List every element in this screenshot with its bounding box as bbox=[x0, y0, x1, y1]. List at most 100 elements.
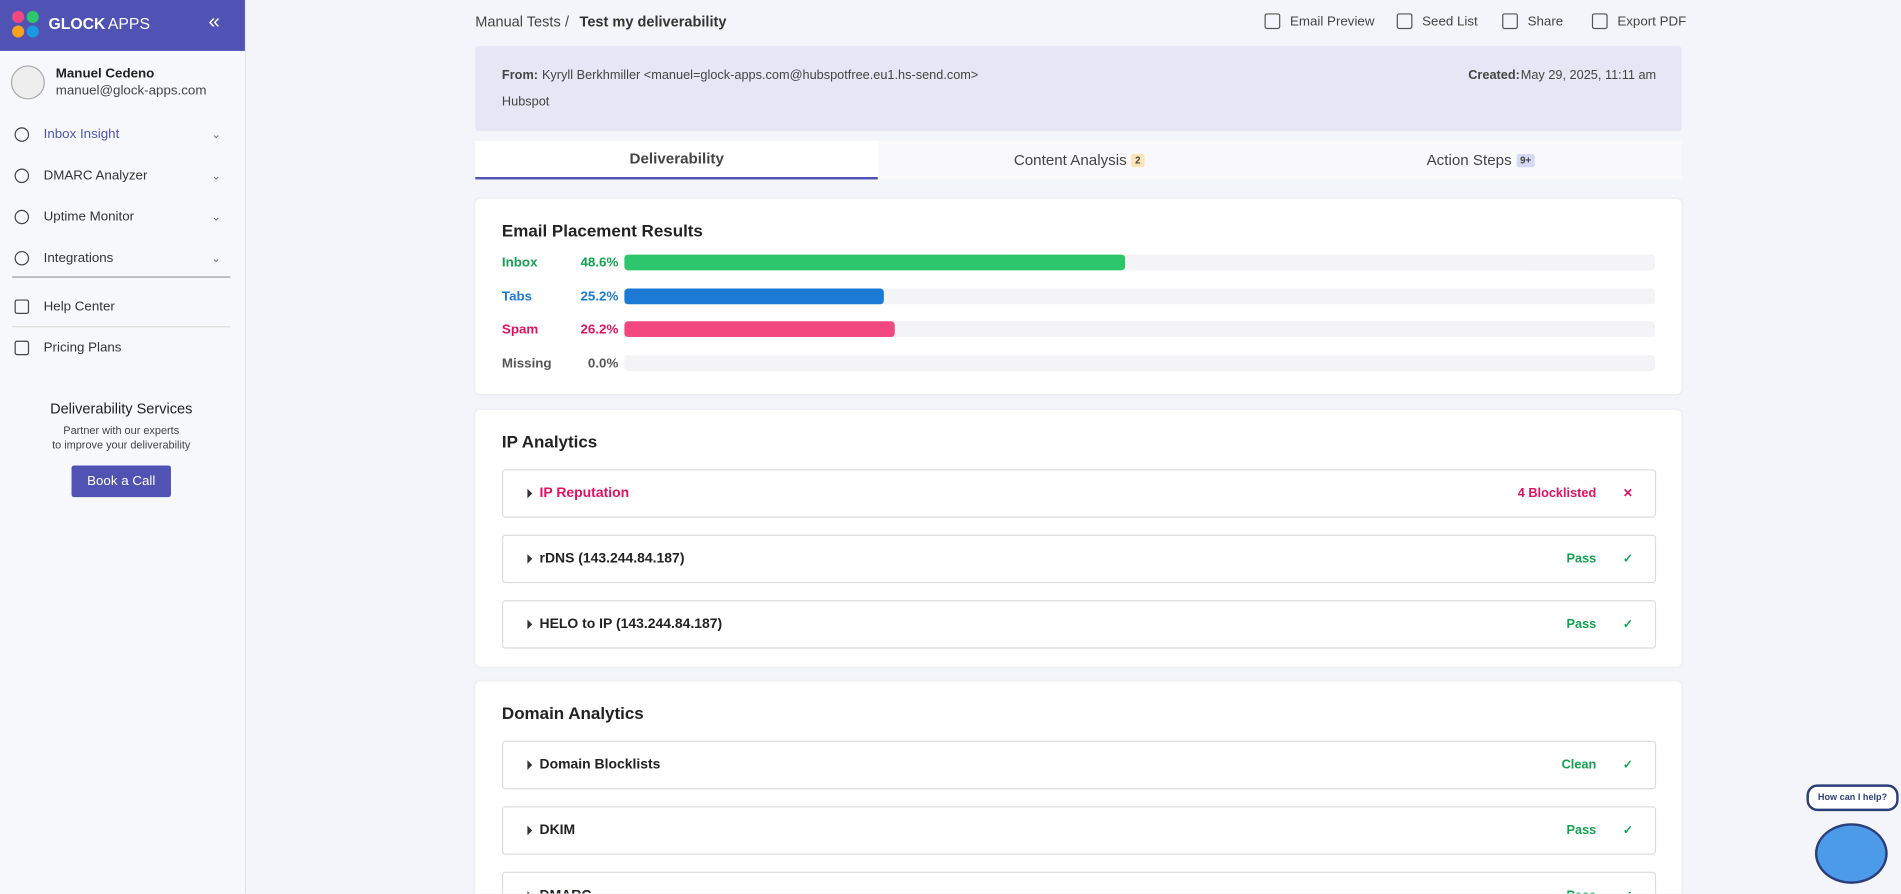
nav-item[interactable]: Uptime Monitor ⌄ bbox=[12, 196, 230, 237]
placement-name: Tabs bbox=[501, 289, 533, 304]
check-row[interactable]: HELO to IP (143.244.84.187) Pass ✓ bbox=[501, 600, 1657, 649]
expand-arrow bbox=[527, 488, 533, 499]
tab-badge: 2 bbox=[1131, 153, 1145, 167]
domain-card: Domain Analytics Domain Blocklists Clean ✓… bbox=[475, 681, 1682, 894]
created-label: Created: bbox=[1468, 67, 1520, 83]
nav-label: Inbox Insight bbox=[43, 127, 120, 142]
check-row[interactable]: IP Reputation 4 Blocklisted ✕ bbox=[501, 469, 1657, 518]
check-status: 4 Blocklisted bbox=[1517, 486, 1597, 501]
check-name: DMARC bbox=[540, 889, 592, 894]
placement-name: Spam bbox=[501, 322, 539, 338]
placement-value: 25.2% bbox=[580, 289, 619, 304]
chevron: ⌄ bbox=[211, 210, 221, 223]
nav-label: Help Center bbox=[43, 299, 115, 315]
placement-card: Email Placement Results Inbox 48.6% Tabs 25… bbox=[475, 198, 1682, 395]
section-title: Domain Analytics bbox=[501, 703, 644, 723]
toolbar-button[interactable]: Export PDF bbox=[1617, 14, 1687, 30]
nav-item[interactable]: Inbox Insight ⌄ bbox=[12, 114, 230, 155]
placement-name: Missing bbox=[501, 355, 552, 371]
promo-text: to improve your deliverability bbox=[52, 438, 191, 452]
nav-item[interactable]: Help Center bbox=[12, 286, 230, 327]
brand-bar: GLOCK APPS « bbox=[0, 0, 245, 51]
chat-bubble[interactable]: How can I help? bbox=[1806, 784, 1899, 812]
from-label: From: bbox=[501, 67, 539, 83]
expand-arrow bbox=[527, 760, 533, 770]
check-name: Domain Blocklists bbox=[539, 757, 661, 773]
toolbar-button[interactable]: Email Preview bbox=[1289, 14, 1375, 30]
tool-icon bbox=[1264, 13, 1281, 30]
user-email: manuel@glock-apps.com bbox=[55, 83, 207, 99]
tabs: Deliverability Content Analysis 2 Action St… bbox=[475, 140, 1682, 180]
check-status: Pass bbox=[1567, 889, 1597, 894]
check-status: Pass bbox=[1566, 617, 1597, 632]
nav-label: DMARC Analyzer bbox=[43, 168, 148, 184]
collapse[interactable]: « bbox=[208, 9, 221, 33]
from: Kyryll Berkhmiller <manuel=glock-apps.co… bbox=[541, 67, 979, 83]
check-status: Pass bbox=[1566, 823, 1597, 838]
check-name: HELO to IP (143.244.84.187) bbox=[539, 617, 723, 632]
nav-icon bbox=[14, 209, 30, 225]
tab-label: Action Steps bbox=[1426, 151, 1512, 169]
nav-icon bbox=[14, 168, 30, 184]
nav-label: Uptime Monitor bbox=[43, 209, 135, 225]
company: Hubspot bbox=[501, 94, 550, 110]
check-status: Clean bbox=[1561, 757, 1597, 773]
status-icon: ✓ bbox=[1622, 758, 1634, 772]
check-row[interactable]: rDNS (143.244.84.187) Pass ✓ bbox=[501, 534, 1657, 584]
placement-value: 48.6% bbox=[580, 255, 619, 271]
expand-arrow bbox=[527, 891, 533, 894]
bar bbox=[624, 321, 895, 338]
toolbar-button[interactable]: Seed List bbox=[1422, 14, 1478, 30]
nav-item[interactable]: Pricing Plans bbox=[12, 327, 230, 368]
nav-label: Integrations bbox=[43, 250, 114, 266]
breadcrumb[interactable]: Manual Tests bbox=[475, 13, 561, 31]
status-icon: ✓ bbox=[1623, 889, 1633, 893]
tab[interactable]: Action Steps 9+ bbox=[1280, 141, 1682, 180]
nav-label: Pricing Plans bbox=[43, 340, 122, 356]
brand: GLOCK bbox=[48, 14, 106, 33]
chat-avatar[interactable] bbox=[1814, 823, 1888, 884]
logo bbox=[12, 10, 39, 38]
nav-icon bbox=[14, 127, 30, 142]
user-name: Manuel Cedeno bbox=[55, 66, 155, 82]
check-name: DKIM bbox=[539, 823, 576, 838]
tool-icon bbox=[1502, 13, 1518, 30]
expand-arrow bbox=[527, 825, 533, 836]
check-row[interactable]: DKIM Pass ✓ bbox=[501, 806, 1657, 855]
tab[interactable]: Content Analysis 2 bbox=[878, 141, 1280, 180]
bar-track bbox=[624, 321, 1655, 338]
check-row[interactable]: DMARC Pass ✓ bbox=[501, 871, 1657, 894]
promo-text: Partner with our experts bbox=[63, 424, 180, 437]
brand-suffix: APPS bbox=[107, 14, 150, 33]
placement-name: Inbox bbox=[501, 255, 538, 271]
created: May 29, 2025, 11:11 am bbox=[1520, 67, 1657, 83]
tab[interactable]: Deliverability bbox=[475, 140, 879, 180]
status-icon: ✓ bbox=[1622, 552, 1634, 566]
status-icon: ✕ bbox=[1622, 486, 1634, 501]
bar-track bbox=[624, 354, 1655, 371]
nav-item[interactable]: DMARC Analyzer ⌄ bbox=[12, 155, 230, 196]
tab-badge: 9+ bbox=[1516, 153, 1535, 167]
ip-card: IP Analytics IP Reputation 4 Blocklisted ✕… bbox=[475, 409, 1682, 667]
expand-arrow bbox=[527, 554, 533, 564]
book-call-button[interactable]: Book a Call bbox=[71, 465, 171, 498]
check-name: rDNS (143.244.84.187) bbox=[539, 551, 685, 567]
bar bbox=[624, 287, 885, 304]
nav-icon bbox=[14, 340, 30, 356]
breadcrumb-sep: / bbox=[564, 13, 570, 31]
tool-icon bbox=[1396, 13, 1413, 30]
nav-item[interactable]: Integrations ⌄ bbox=[12, 238, 230, 279]
status-icon: ✓ bbox=[1622, 823, 1634, 838]
chevron: ⌄ bbox=[211, 251, 221, 264]
check-status: Pass bbox=[1566, 551, 1597, 567]
toolbar-button[interactable]: Share bbox=[1527, 14, 1564, 30]
expand-arrow bbox=[527, 619, 533, 630]
check-row[interactable]: Domain Blocklists Clean ✓ bbox=[501, 740, 1657, 790]
avatar bbox=[10, 65, 45, 100]
promo-title: Deliverability Services bbox=[50, 400, 193, 418]
breadcrumb-current: Test my deliverability bbox=[579, 13, 727, 31]
divider bbox=[12, 276, 231, 278]
check-name: IP Reputation bbox=[539, 486, 630, 501]
divider bbox=[12, 326, 231, 328]
